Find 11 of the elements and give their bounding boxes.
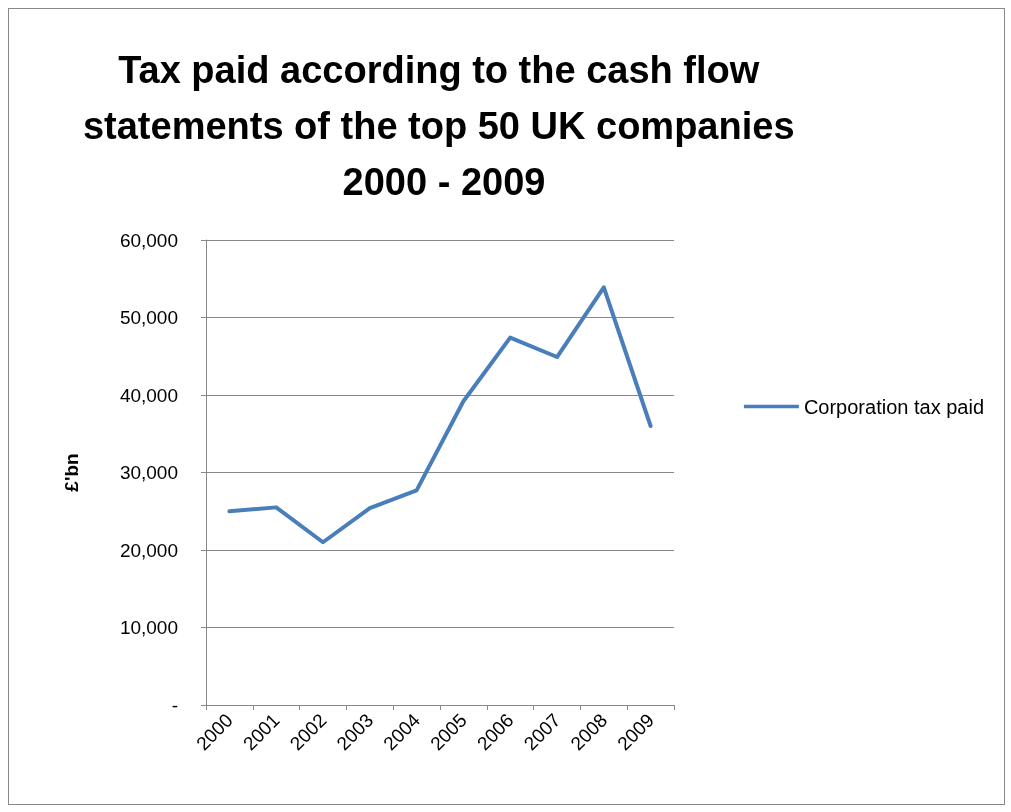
chart-title: Tax paid according to the cash flow statements of the top 50 UK companies 2000 - 2009: [82, 49, 806, 203]
y-tick-label: 40,000: [119, 384, 178, 406]
y-tick-label: 30,000: [119, 462, 178, 483]
y-tick-label: 60,000: [119, 229, 178, 251]
y-tick-label: 50,000: [119, 307, 178, 328]
y-tick-label: 10,000: [119, 617, 178, 638]
y-axis-title: £'bn: [61, 453, 82, 492]
y-tick-label: 20,000: [119, 539, 178, 561]
legend-label: Corporation tax paid: [803, 395, 984, 418]
y-tick-label: -: [171, 694, 178, 716]
line-series: [227, 285, 653, 545]
